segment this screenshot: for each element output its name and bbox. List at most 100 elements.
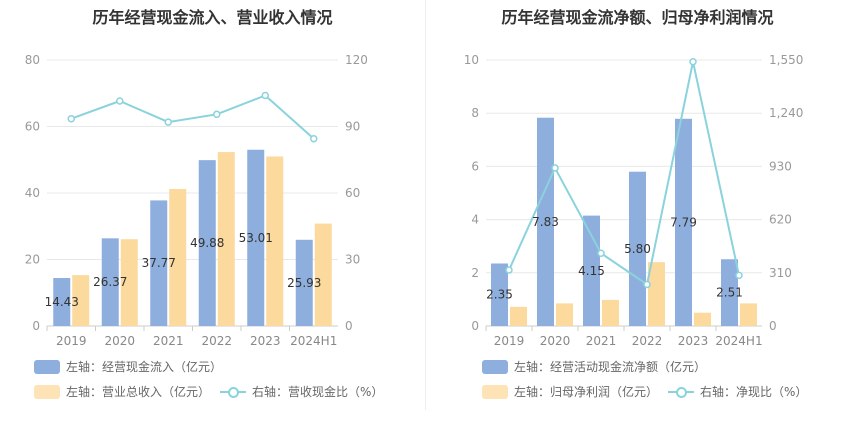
bar-data-label: 26.37 <box>93 275 127 289</box>
legend-label: 左轴：营业总收入（亿元） <box>66 385 211 399</box>
line-point <box>643 280 651 289</box>
bar-net-cashflow <box>629 171 646 326</box>
bar-net-profit <box>740 303 757 326</box>
bar-net-profit <box>556 303 573 326</box>
right-axis-tick-label: 90 <box>345 120 360 134</box>
left-axis-tick-label: 8 <box>471 106 479 120</box>
chart-netcash-profit: 0 2 4 6 8 10 0 310 620 930 1,240 1,550 2019 2020 2021 2… <box>464 53 804 348</box>
left-axis-tick-label: 4 <box>471 213 479 227</box>
x-axis-tick-label: 2023 <box>678 334 709 348</box>
bar-revenue <box>120 239 138 326</box>
right-axis-tick-label: 0 <box>345 319 353 333</box>
bar-cash-inflow <box>247 149 265 326</box>
bar-data-label: 2.35 <box>486 288 513 302</box>
series-line <box>508 61 740 287</box>
legend: 左轴：经营现金流入（亿元） 左轴：营业总收入（亿元） 右轴：营收现金比（%） <box>34 358 383 400</box>
left-axis-tick-label: 20 <box>25 253 40 267</box>
bar-revenue <box>266 156 284 326</box>
legend-swatch-line <box>668 385 694 399</box>
legend-item-series-1[interactable]: 左轴：经营现金流入（亿元） <box>34 358 222 375</box>
bar-data-label: 5.80 <box>624 242 651 256</box>
bar-cash-inflow <box>198 160 216 326</box>
bar-revenue <box>72 275 90 326</box>
line-point <box>116 97 124 105</box>
right-axis-tick-label: 310 <box>769 266 792 280</box>
chart-panel-cashflow-revenue: 历年经营现金流入、营业收入情况 0 20 40 60 80 0 30 60 90 120 2019 2… <box>25 8 384 400</box>
bar-revenue <box>314 223 332 326</box>
bar-data-label: 37.77 <box>142 256 176 270</box>
x-axis-tick-label: 2023 <box>250 334 281 348</box>
right-axis-tick-label: 1,550 <box>769 53 803 67</box>
legend-label: 左轴：归母净利润（亿元） <box>514 385 659 399</box>
left-axis-tick-label: 10 <box>464 53 479 67</box>
x-axis-tick-label: 2024H1 <box>290 334 337 348</box>
x-axis-tick-label: 2020 <box>540 334 571 348</box>
legend-item-series-3[interactable]: 右轴：净现比（%） <box>668 383 807 400</box>
x-axis-tick-label: 2021 <box>586 334 617 348</box>
legend-item-series-2[interactable]: 左轴：归母净利润（亿元） <box>482 383 658 400</box>
legend-swatch-bar-orange <box>34 384 60 399</box>
bar-net-profit <box>694 312 711 326</box>
legend-label: 左轴：经营现金流入（亿元） <box>66 360 223 374</box>
legend-label: 右轴：净现比（%） <box>700 385 808 399</box>
left-axis-tick-label: 80 <box>25 53 40 67</box>
line-point <box>551 164 559 172</box>
right-axis-tick-label: 930 <box>769 159 792 173</box>
left-axis-tick-label: 60 <box>25 120 40 134</box>
bar-net-cashflow <box>675 118 692 326</box>
left-axis-tick-label: 0 <box>471 319 479 333</box>
right-axis-tick-label: 620 <box>769 213 792 227</box>
left-axis-tick-label: 40 <box>25 186 40 200</box>
bar-data-label: 25.93 <box>287 276 321 290</box>
x-axis-tick-label: 2019 <box>56 334 87 348</box>
series-line <box>70 94 315 140</box>
bar-net-cashflow <box>721 259 738 326</box>
legend-swatch-bar-blue <box>34 359 60 374</box>
chart-title: 历年经营现金流净额、归母净利润情况 <box>501 8 774 27</box>
bar-cash-inflow <box>101 238 119 326</box>
line-point <box>67 114 75 123</box>
x-axis-tick-label: 2022 <box>632 334 663 348</box>
line-point <box>164 118 172 126</box>
bar-revenue <box>217 152 235 326</box>
bar-net-cashflow <box>491 263 508 326</box>
x-axis-tick-label: 2021 <box>153 334 184 348</box>
legend: 左轴：经营活动现金流净额（亿元） 左轴：归母净利润（亿元） 右轴：净现比（%） <box>425 0 850 437</box>
x-axis-tick-label: 2019 <box>494 334 525 348</box>
chart-cashflow-revenue: 0 20 40 60 80 0 30 60 90 120 2019 2020 2021 2022 2023 2… <box>25 53 368 348</box>
bar-cash-inflow <box>53 278 71 326</box>
right-axis-tick-label: 120 <box>345 53 368 67</box>
legend-label: 右轴：营收现金比（%） <box>252 385 384 399</box>
bar-cash-inflow <box>150 200 168 326</box>
bar-net-profit <box>648 262 665 326</box>
legend-item-series-2[interactable]: 左轴：营业总收入（亿元） <box>34 383 210 400</box>
legend-item-series-1[interactable]: 左轴：经营活动现金流净额（亿元） <box>482 358 706 375</box>
bar-cash-inflow <box>295 239 313 326</box>
bar-data-label: 2.51 <box>716 286 743 300</box>
right-axis-tick-label: 0 <box>769 319 777 333</box>
bar-net-profit <box>510 306 527 326</box>
legend-item-series-3[interactable]: 右轴：营收现金比（%） <box>220 383 383 400</box>
bar-data-label: 14.43 <box>45 295 79 309</box>
bar-data-label: 7.83 <box>532 215 559 229</box>
left-axis-tick-label: 0 <box>32 319 40 333</box>
x-axis-tick-label: 2024H1 <box>715 334 762 348</box>
line-point <box>597 249 605 257</box>
bar-data-label: 49.88 <box>190 236 224 250</box>
line-point <box>505 266 513 274</box>
x-axis-tick-label: 2022 <box>201 334 232 348</box>
line-point <box>261 91 269 100</box>
right-axis-tick-label: 1,240 <box>769 106 803 120</box>
line-point <box>213 110 221 119</box>
chart-title: 历年经营现金流入、营业收入情况 <box>92 8 333 27</box>
line-point <box>689 57 697 66</box>
legend-swatch-bar-blue <box>482 359 508 374</box>
panel-divider <box>425 0 426 410</box>
bar-data-label: 53.01 <box>239 231 273 245</box>
bar-net-cashflow <box>537 117 554 326</box>
right-axis-tick-label: 30 <box>345 253 360 267</box>
legend-swatch-bar-orange <box>482 384 508 399</box>
bar-data-label: 7.79 <box>670 215 697 229</box>
right-axis-tick-label: 60 <box>345 186 360 200</box>
left-axis-tick-label: 6 <box>471 159 479 173</box>
